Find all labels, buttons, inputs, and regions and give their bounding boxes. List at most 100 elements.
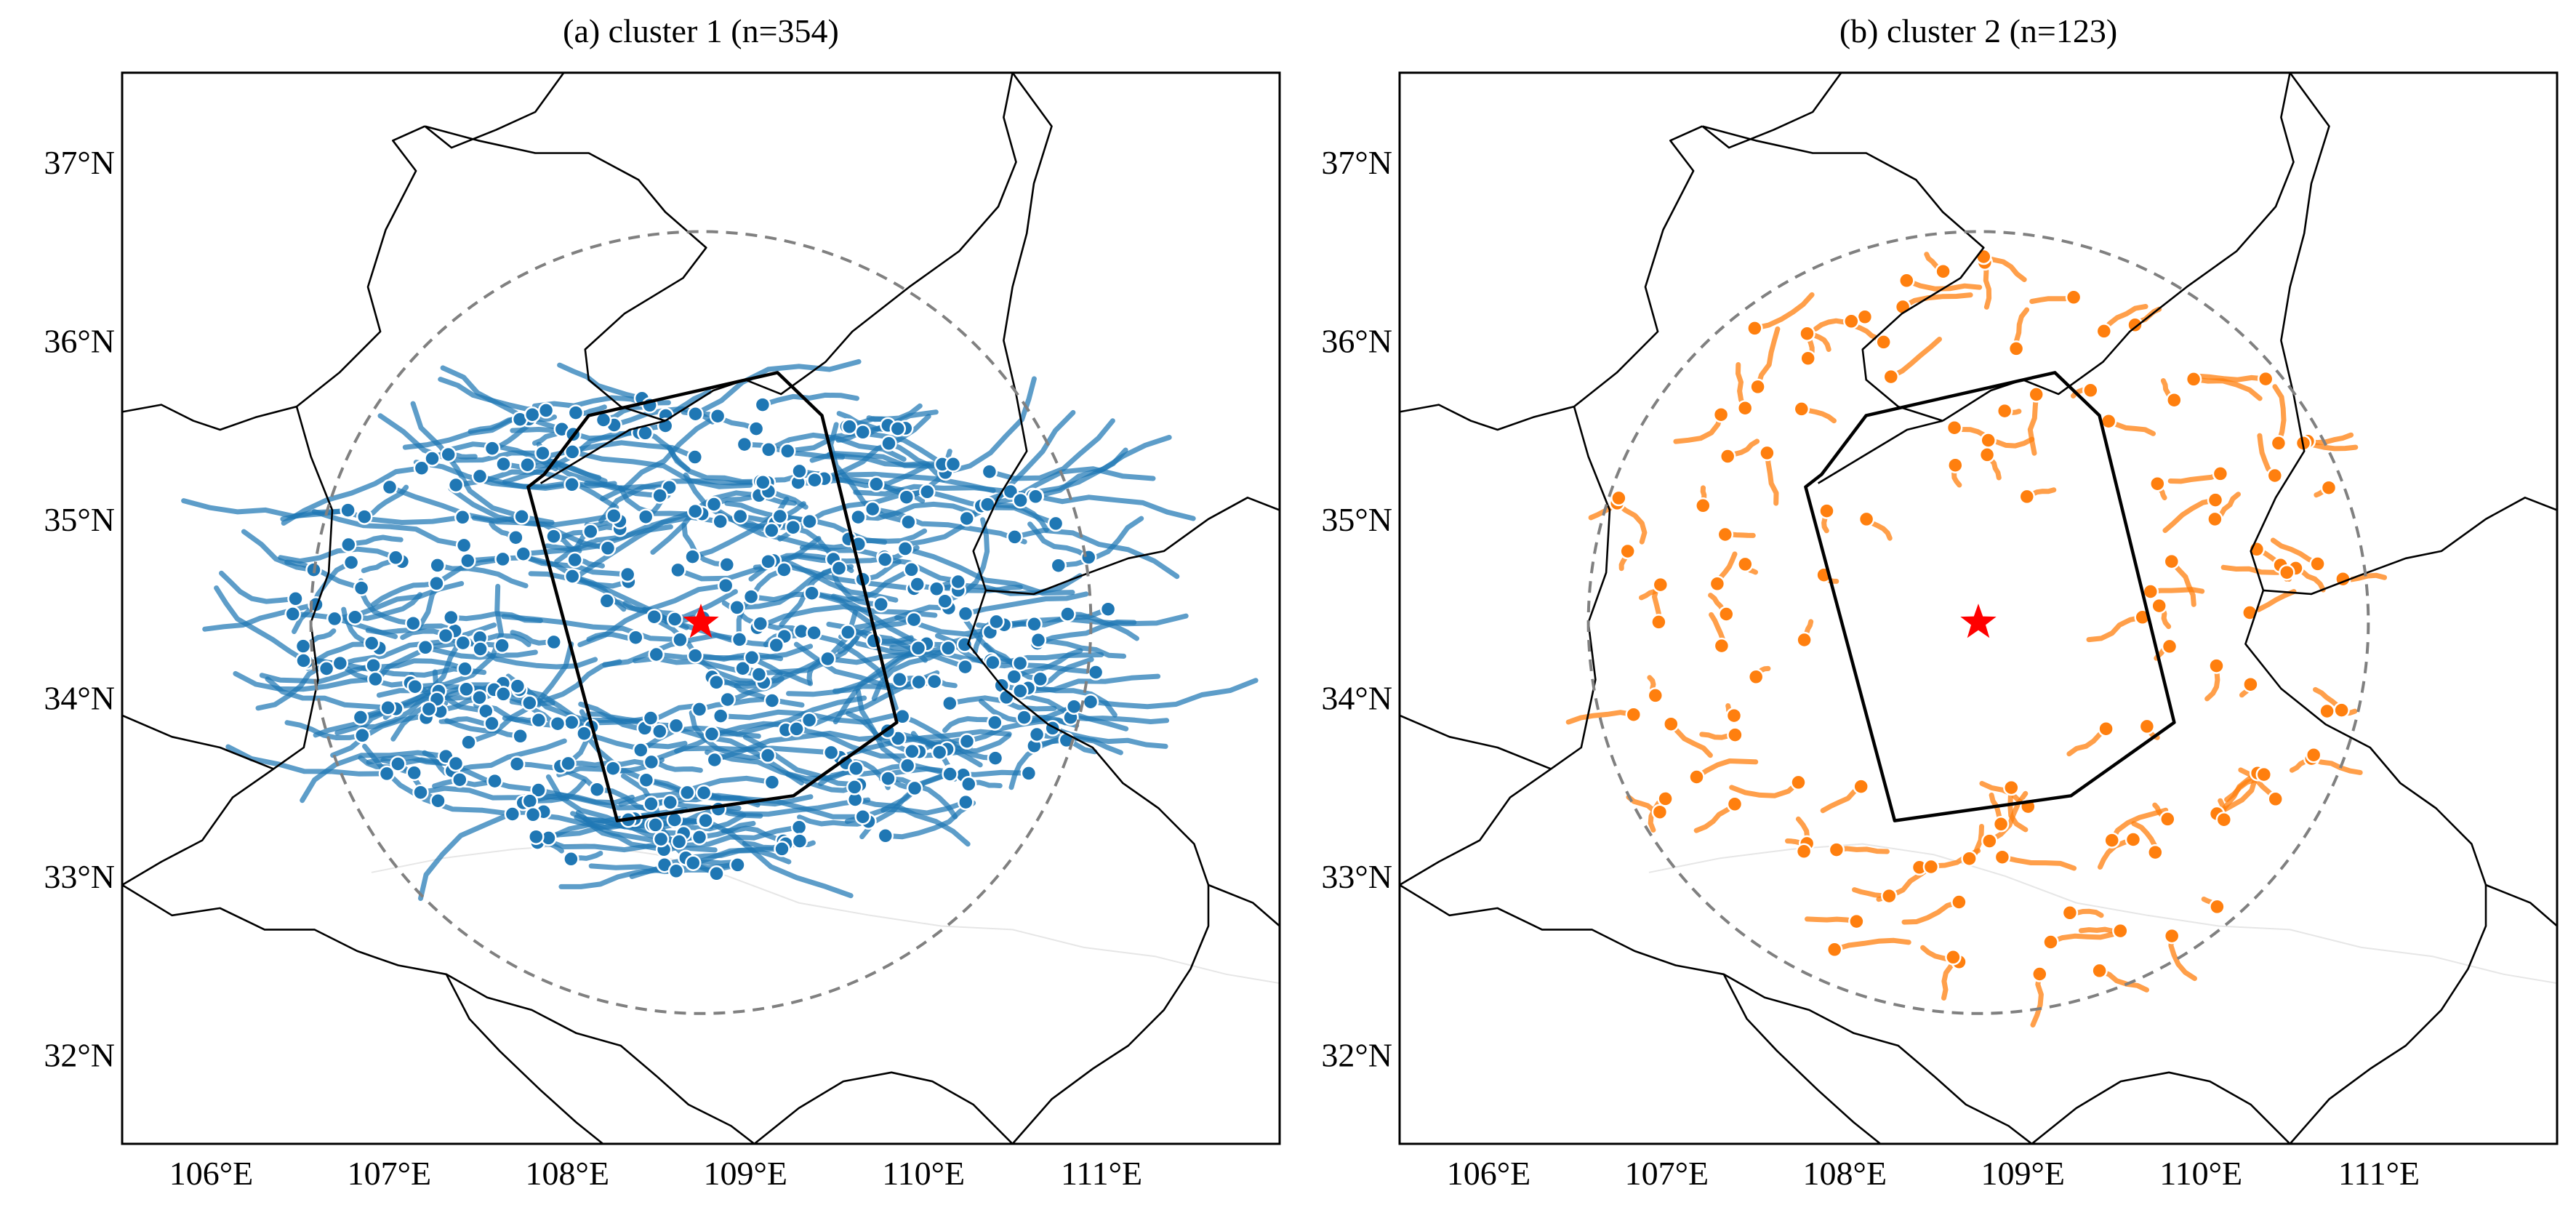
track-endpoint: [2127, 316, 2143, 334]
center-star-marker: [683, 604, 719, 638]
lon-tick-label: 106°E: [1447, 1155, 1531, 1192]
track-endpoint: [760, 441, 777, 458]
province-border: [1400, 884, 2033, 1144]
track-endpoint: [2185, 371, 2202, 388]
storm-track: [265, 676, 391, 710]
province-border: [122, 884, 755, 1144]
track-endpoint: [1975, 248, 1992, 265]
storm-track: [2191, 376, 2263, 401]
track-endpoint: [785, 518, 802, 536]
track-endpoint: [2242, 604, 2258, 621]
province-border: [122, 406, 334, 886]
track-endpoint: [987, 714, 1003, 731]
storm-track: [663, 389, 712, 418]
track-layer: [181, 358, 1259, 901]
province-border: [2263, 497, 2557, 596]
storm-track: [1668, 721, 1713, 758]
track-endpoint: [2207, 492, 2224, 508]
track-endpoint: [471, 468, 489, 485]
track-endpoint: [695, 784, 713, 801]
track-endpoint: [521, 793, 539, 809]
track-endpoint: [830, 560, 848, 577]
track-endpoint: [877, 828, 894, 844]
track-endpoint: [957, 658, 974, 676]
track-endpoint: [443, 609, 460, 626]
track-endpoint: [752, 615, 769, 632]
storm-track: [755, 604, 938, 630]
storm-track: [2270, 537, 2321, 566]
track-endpoint: [1065, 698, 1083, 715]
track-endpoint: [2309, 556, 2326, 572]
track-endpoint: [1818, 502, 1835, 519]
track-endpoint: [1749, 378, 1766, 396]
track-endpoint: [1006, 529, 1023, 545]
storm-track: [422, 644, 538, 660]
track-endpoint: [1875, 334, 1892, 350]
track-endpoint: [905, 611, 923, 628]
storm-track: [2030, 971, 2044, 1027]
track-endpoint: [667, 717, 685, 734]
track-endpoint: [563, 851, 579, 868]
track-endpoint: [691, 829, 708, 846]
track-endpoint: [2208, 657, 2225, 674]
map-frame: [121, 71, 1281, 1145]
track-endpoint: [588, 781, 606, 798]
track-endpoint: [662, 794, 679, 811]
track-endpoint: [294, 638, 312, 654]
track-endpoint: [1881, 887, 1898, 905]
track-endpoint: [1790, 774, 1807, 791]
track-endpoint: [390, 756, 406, 772]
track-endpoint: [363, 635, 380, 652]
track-endpoint: [896, 540, 914, 557]
lat-tick-label: 37°N: [1321, 144, 1392, 181]
storm-track: [311, 509, 467, 548]
storm-track: [1032, 435, 1172, 500]
track-endpoint: [452, 771, 468, 788]
storm-track: [654, 745, 834, 761]
track-endpoint: [1737, 556, 1754, 573]
track-endpoint: [494, 637, 510, 654]
track-endpoint: [685, 854, 702, 871]
province-border: [2244, 73, 2557, 927]
track-endpoint: [2112, 922, 2129, 939]
track-endpoint: [2305, 746, 2322, 764]
track-endpoint: [687, 405, 704, 422]
storm-track: [705, 750, 859, 782]
lat-tick-label: 35°N: [44, 501, 115, 538]
track-endpoint: [405, 614, 422, 632]
track-endpoint: [495, 455, 512, 473]
track-endpoint: [742, 588, 760, 605]
track-endpoint: [1032, 670, 1049, 688]
storm-track: [1729, 780, 1801, 798]
storm-track: [942, 716, 998, 733]
track-endpoint: [1027, 488, 1044, 505]
track-endpoint: [670, 561, 686, 579]
track-endpoint: [1619, 542, 1636, 560]
province-border: [296, 125, 425, 408]
storm-track: [278, 546, 398, 564]
track-endpoint: [2065, 289, 2082, 306]
storm-track: [1834, 846, 1890, 854]
track-endpoint: [447, 755, 465, 772]
track-endpoint: [437, 627, 454, 644]
track-endpoint: [1099, 601, 1117, 617]
track-endpoint: [942, 766, 958, 782]
track-endpoint: [483, 715, 500, 732]
province-border: [122, 404, 297, 431]
storm-track: [501, 614, 683, 643]
track-endpoint: [909, 576, 926, 593]
storm-track: [435, 562, 529, 588]
track-endpoint: [1719, 448, 1736, 465]
track-endpoint: [651, 723, 668, 740]
panel-cluster-1: (a) cluster 1 (n=354) 106°E 107°E 108°E 109…: [44, 12, 1281, 1192]
track-endpoint: [666, 611, 683, 628]
track-endpoint: [566, 551, 583, 569]
track-endpoint: [545, 633, 562, 651]
track-endpoint: [2257, 370, 2274, 388]
track-endpoint: [633, 742, 649, 758]
track-endpoint: [900, 513, 917, 531]
storm-track: [2167, 470, 2223, 484]
track-endpoint: [1016, 709, 1032, 726]
storm-track: [1008, 737, 1070, 790]
storm-track: [438, 716, 494, 726]
